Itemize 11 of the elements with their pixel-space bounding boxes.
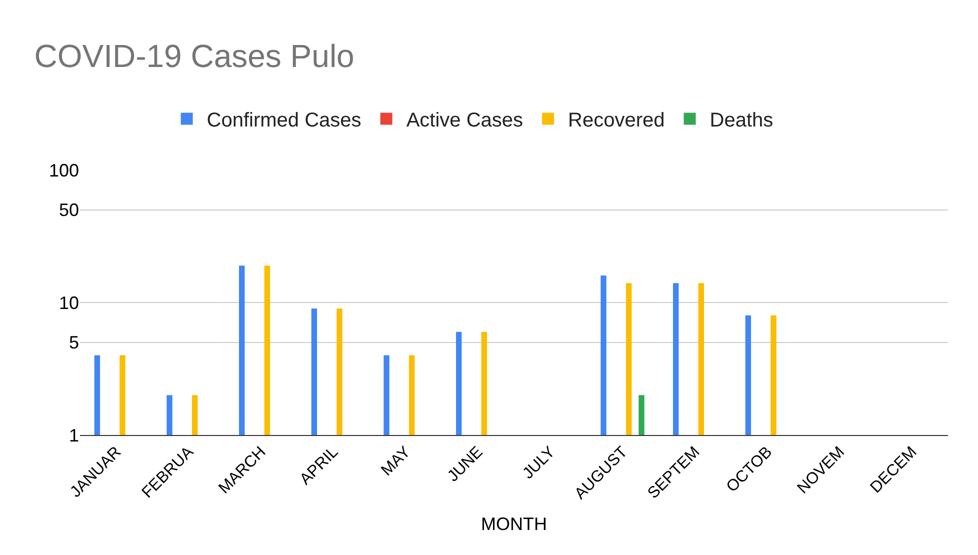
- y-tick-label: 5: [68, 332, 79, 353]
- x-axis-title: MONTH: [481, 514, 547, 534]
- y-tick-label: 10: [58, 292, 79, 313]
- y-tick-label: 100: [48, 160, 79, 180]
- legend-label: Confirmed Cases: [206, 110, 362, 132]
- legend-label: Active Cases: [406, 110, 524, 132]
- y-tick-label: 1: [68, 425, 79, 446]
- y-tick-label: 50: [58, 200, 79, 220]
- legend-label: Recovered: [568, 110, 665, 132]
- legend-label: Deaths: [710, 110, 774, 132]
- chart-title: COVID-19 Cases Pulo: [34, 38, 354, 74]
